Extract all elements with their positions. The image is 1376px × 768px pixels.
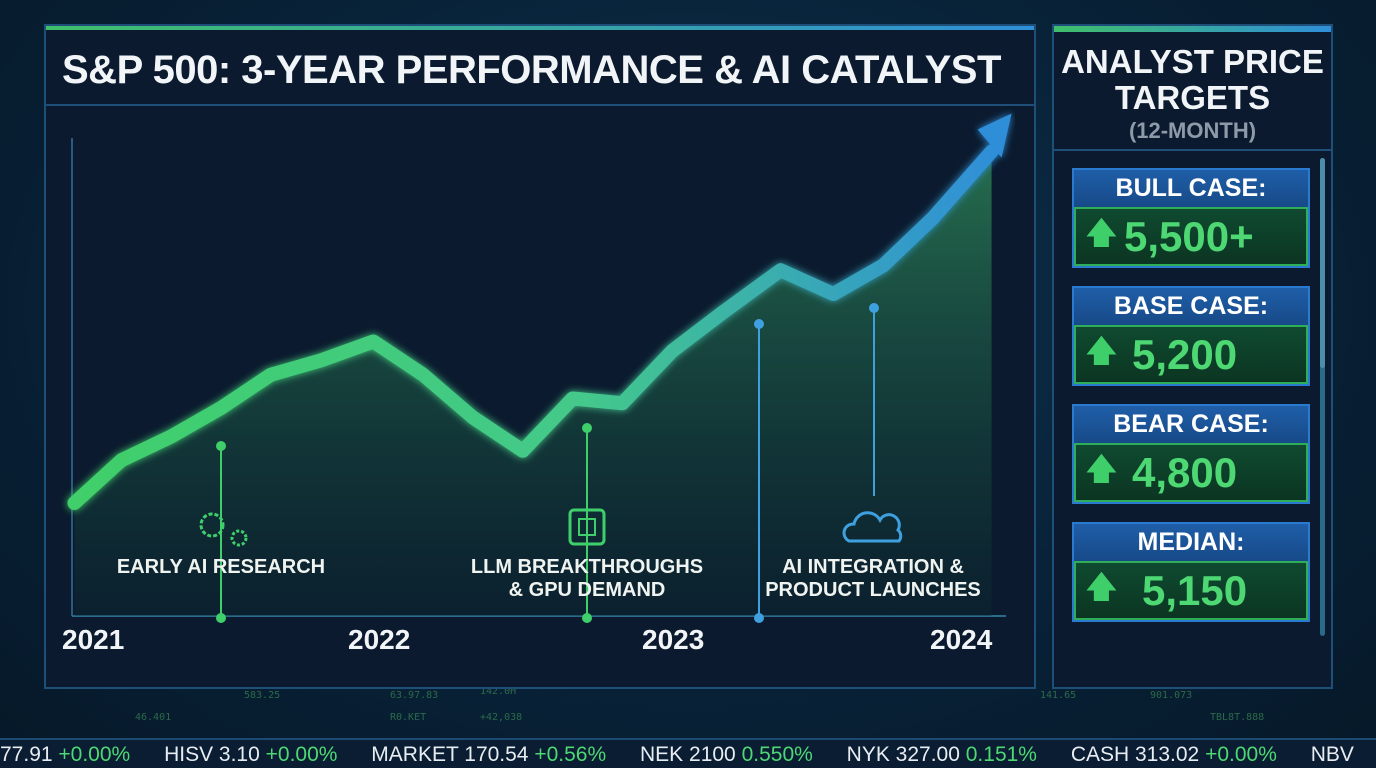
card-label: BEAR CASE: (1074, 406, 1308, 443)
gears-icon (230, 529, 248, 547)
stock-ticker: 77.91 +0.00% HISV 3.10 +0.00% MARKET 170… (0, 738, 1376, 768)
x-tick-label: 2021 (62, 624, 125, 655)
chip-icon-core (578, 518, 596, 536)
ticker-item: HISV 3.10 +0.00% (164, 743, 338, 766)
line-chart (67, 113, 1012, 623)
accent-bar (1054, 26, 1331, 32)
annotation-dot (582, 613, 592, 623)
card-value: 4,800 (1132, 448, 1238, 496)
x-tick-label: 2024 (930, 624, 993, 655)
arrow-up-icon: 🡅 (1086, 217, 1117, 250)
ticker-item: 77.91 +0.00% (0, 743, 131, 766)
chart-title: S&P 500: 3-YEAR PERFORMANCE & AI CATALYS… (62, 48, 1001, 92)
annotation-dot (216, 613, 226, 623)
x-tick-label: 2022 (348, 624, 411, 655)
performance-chart-panel: S&P 500: 3-YEAR PERFORMANCE & AI CATALYS… (44, 24, 1036, 689)
scrollbar-thumb[interactable] (1320, 158, 1325, 368)
card-label: BASE CASE: (1074, 288, 1308, 325)
panel-subtitle: (12-MONTH) (1128, 118, 1257, 143)
arrow-up-icon: 🡅 (1086, 453, 1117, 486)
ticker-item: NBV (1310, 743, 1354, 766)
annotation-ai-integration: AI INTEGRATION & PRODUCT LAUNCHES (765, 556, 981, 601)
annotation-dot (754, 613, 764, 623)
accent-bar (46, 26, 1034, 30)
annotation-llm-breakthroughs: LLM BREAKTHROUGHS & GPU DEMAND (470, 556, 704, 601)
target-card-median: MEDIAN: 🡅 5,150 (1072, 522, 1310, 622)
divider (1054, 149, 1331, 151)
trend-arrowhead (977, 113, 1012, 158)
analyst-targets-panel: ANALYST PRICE TARGETS (12-MONTH) BULL CA… (1052, 24, 1333, 689)
ticker-item: CASH 313.02 +0.00% (1070, 743, 1277, 766)
arrow-up-icon: 🡅 (1086, 571, 1117, 604)
divider (46, 104, 1034, 106)
panel-title: ANALYST PRICE TARGETS (1061, 43, 1324, 116)
target-card-base: BASE CASE: 🡅 5,200 (1072, 286, 1310, 386)
card-value: 5,150 (1142, 566, 1248, 614)
scrollbar[interactable] (1320, 158, 1325, 636)
target-card-bull: BULL CASE: 🡅 5,500+ (1072, 168, 1310, 268)
series-line (67, 144, 999, 510)
chip-icon (568, 508, 606, 546)
annotation-dot (754, 319, 764, 329)
x-tick-label: 2023 (642, 624, 705, 655)
ticker-item: NEK 2100 0.550% (640, 743, 813, 766)
gears-icon (199, 512, 225, 538)
ticker-item: MARKET 170.54 +0.56% (371, 743, 607, 766)
cloud-icon (842, 511, 903, 543)
card-value: 5,200 (1132, 330, 1238, 378)
card-label: BULL CASE: (1074, 170, 1308, 207)
area-fill (74, 151, 992, 616)
annotation-dot (582, 423, 592, 433)
ticker-item: NYK 327.00 0.151% (846, 743, 1037, 766)
arrow-up-icon: 🡅 (1086, 335, 1117, 368)
annotation-early-ai-research: EARLY AI RESEARCH (116, 556, 326, 578)
annotation-dot (216, 441, 226, 451)
annotation-dot (869, 303, 879, 313)
card-label: MEDIAN: (1074, 524, 1308, 561)
card-value: 5,500+ (1124, 212, 1254, 260)
target-card-bear: BEAR CASE: 🡅 4,800 (1072, 404, 1310, 504)
